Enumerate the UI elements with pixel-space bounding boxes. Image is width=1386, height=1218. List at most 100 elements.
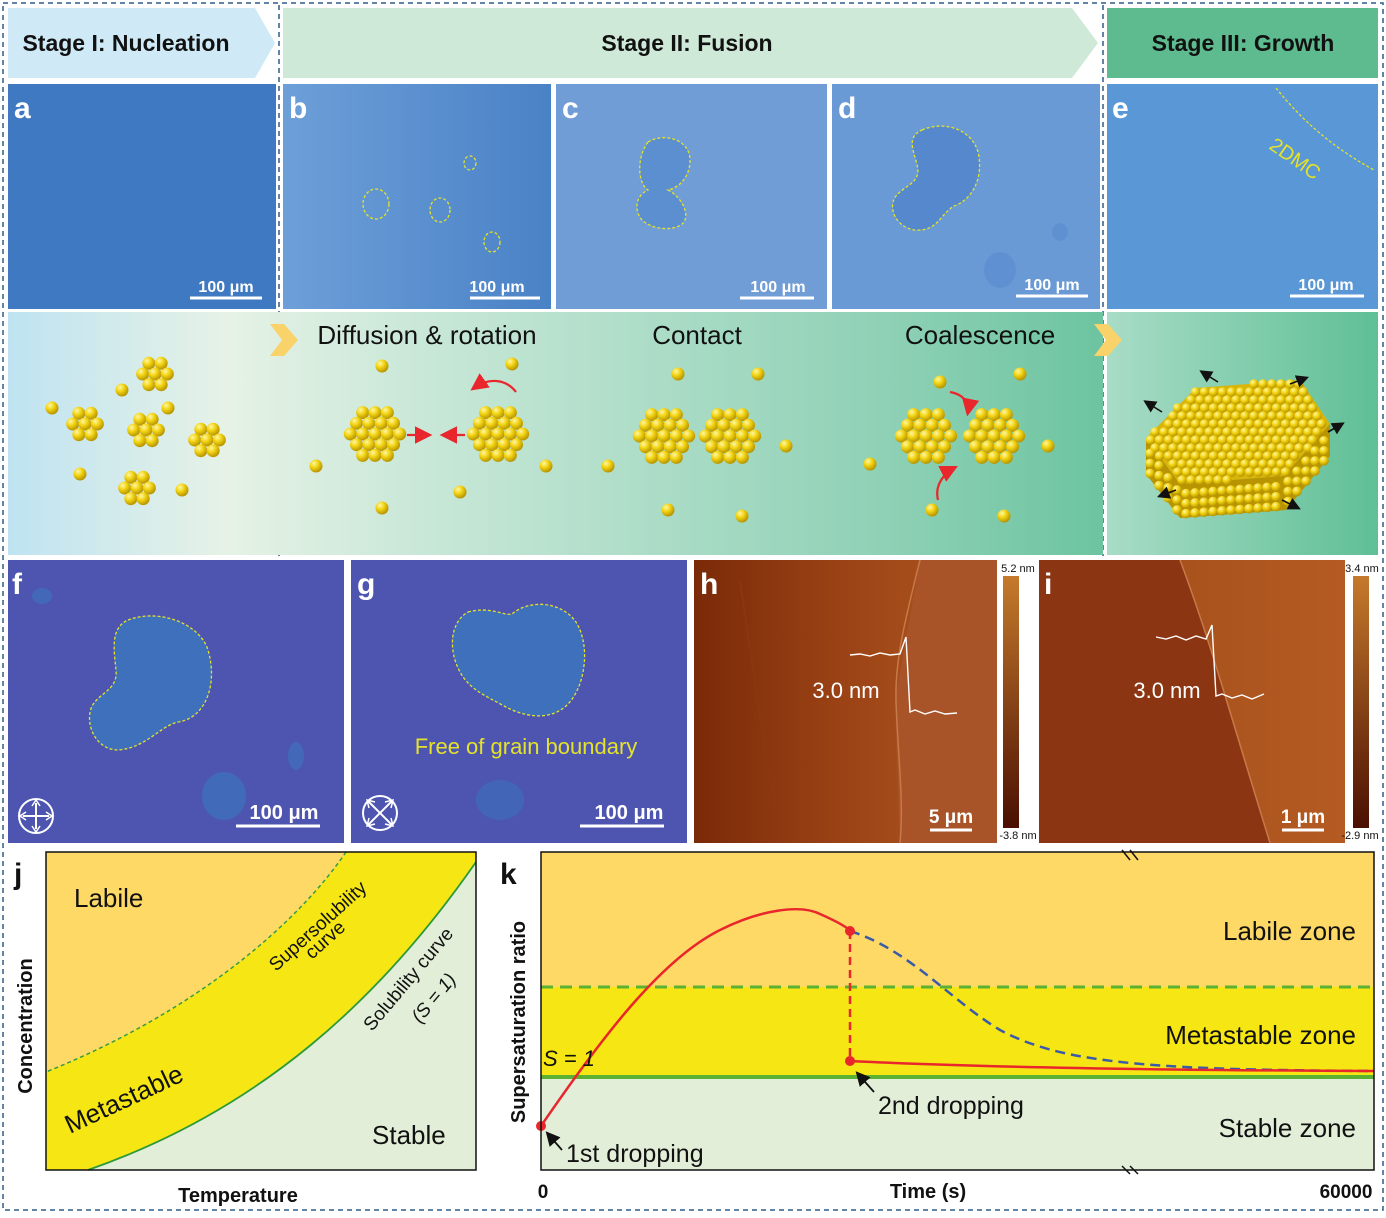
crystal-particle <box>1307 435 1318 445</box>
cluster-particle <box>78 417 92 431</box>
monomer <box>375 359 389 373</box>
domain-outline <box>483 231 501 253</box>
cluster-particle <box>497 416 511 430</box>
crystal-particle <box>1199 507 1209 517</box>
svg-text:5 μm: 5 μm <box>929 807 973 828</box>
crystal-particle <box>1235 484 1245 495</box>
crystal-particle <box>1222 459 1232 469</box>
crystal-particle <box>1186 443 1196 453</box>
cluster-particle <box>84 428 98 442</box>
stage2-header <box>283 8 1098 78</box>
monomer <box>671 367 685 381</box>
monomer <box>661 503 675 517</box>
cluster-particle <box>931 450 945 464</box>
monomer <box>161 401 175 415</box>
cluster-particle <box>1006 418 1020 432</box>
cluster-particle <box>516 427 530 441</box>
crystal-particle <box>1267 443 1277 453</box>
crystal-particle <box>1235 467 1246 477</box>
k-ylabel: Supersaturation ratio <box>508 921 530 1123</box>
crystal-particle <box>1289 435 1300 445</box>
cluster-particle <box>682 429 696 443</box>
cluster-particle <box>380 448 394 462</box>
cluster-particle <box>148 367 162 381</box>
crystal-particle <box>1244 403 1255 413</box>
cluster-particle <box>938 418 952 432</box>
cluster-particle <box>66 417 80 431</box>
cluster-particle <box>362 438 376 452</box>
crystal-particle <box>1172 495 1182 505</box>
crystal-particle <box>1244 419 1255 429</box>
crystal-particle <box>1271 451 1282 461</box>
cluster-particle <box>999 408 1013 422</box>
crystal-particle <box>1262 419 1273 429</box>
crystal-particle <box>1190 387 1201 397</box>
crystal-particle <box>1204 395 1214 405</box>
svg-text:j: j <box>13 858 22 891</box>
crystal-particle <box>1253 467 1264 477</box>
crystal-particle <box>1190 488 1200 498</box>
cluster-particle <box>657 429 671 443</box>
cluster-particle <box>142 481 156 495</box>
svg-text:e: e <box>1112 92 1129 125</box>
crystal-particle <box>1249 443 1259 453</box>
image-a: a 100 μm <box>8 84 276 309</box>
cluster-particle <box>84 406 98 420</box>
cluster-particle <box>651 440 665 454</box>
cluster-particle <box>472 416 486 430</box>
cluster-particle <box>669 408 683 422</box>
cluster-particle <box>999 429 1013 443</box>
j-labile: Labile <box>74 883 143 913</box>
image-b: b 100 μm <box>283 84 551 309</box>
cluster-particle <box>145 412 159 426</box>
panel-j: j Labile Metastable Stable Supersolubili… <box>13 851 477 1207</box>
crystal-particle <box>1267 395 1277 405</box>
crystal-particle <box>1312 427 1322 437</box>
crystal-particle <box>1235 403 1246 413</box>
crystal-particle <box>1195 443 1205 453</box>
crystal-particle <box>1226 435 1237 445</box>
cluster-particle <box>374 416 388 430</box>
cluster-particle <box>900 440 914 454</box>
cluster-particle <box>1006 440 1020 454</box>
crystal-particle <box>1213 443 1223 453</box>
domain-outline <box>891 125 981 231</box>
cluster-particle <box>491 427 505 441</box>
stage1-title: Stage I: Nucleation <box>22 30 229 56</box>
cluster-particle <box>638 418 652 432</box>
crystal-particle <box>1249 411 1259 421</box>
cluster-particle <box>676 418 690 432</box>
cluster-particle <box>374 438 388 452</box>
crystal-particle <box>1190 508 1200 518</box>
crystal-particle <box>1276 395 1286 405</box>
crystal-particle <box>1249 395 1259 405</box>
crystal-particle <box>1310 446 1320 456</box>
crystal-particle <box>1244 493 1254 504</box>
cluster-particle <box>387 416 401 430</box>
crystal-particle <box>1244 387 1255 397</box>
particle-schematic <box>45 356 1055 523</box>
crystal-particle <box>1172 485 1182 495</box>
svg-text:f: f <box>12 568 23 601</box>
cluster-particle <box>913 418 927 432</box>
crystal-particle <box>1253 493 1263 503</box>
crystal-particle <box>1226 495 1236 505</box>
monomer <box>45 401 59 415</box>
crystal-particle <box>1301 466 1311 476</box>
cluster-particle <box>723 408 737 422</box>
cluster-particle <box>711 408 725 422</box>
domain-outline <box>636 137 691 230</box>
crystal-particle <box>1312 411 1322 421</box>
crystal-particle <box>1262 387 1273 397</box>
cluster-particle <box>118 481 132 495</box>
cluster-particle <box>993 440 1007 454</box>
crystal-particle <box>1217 495 1227 506</box>
svg-text:-2.9 nm: -2.9 nm <box>1341 830 1378 842</box>
crystal-particle <box>1195 459 1205 469</box>
crystal-particle <box>1199 403 1210 413</box>
crystal-particle <box>1240 459 1250 469</box>
crystal-particle <box>1244 483 1254 494</box>
crystal-particle <box>1298 435 1309 445</box>
svg-text:100 μm: 100 μm <box>1024 277 1079 294</box>
crystal-particle <box>1208 506 1218 517</box>
